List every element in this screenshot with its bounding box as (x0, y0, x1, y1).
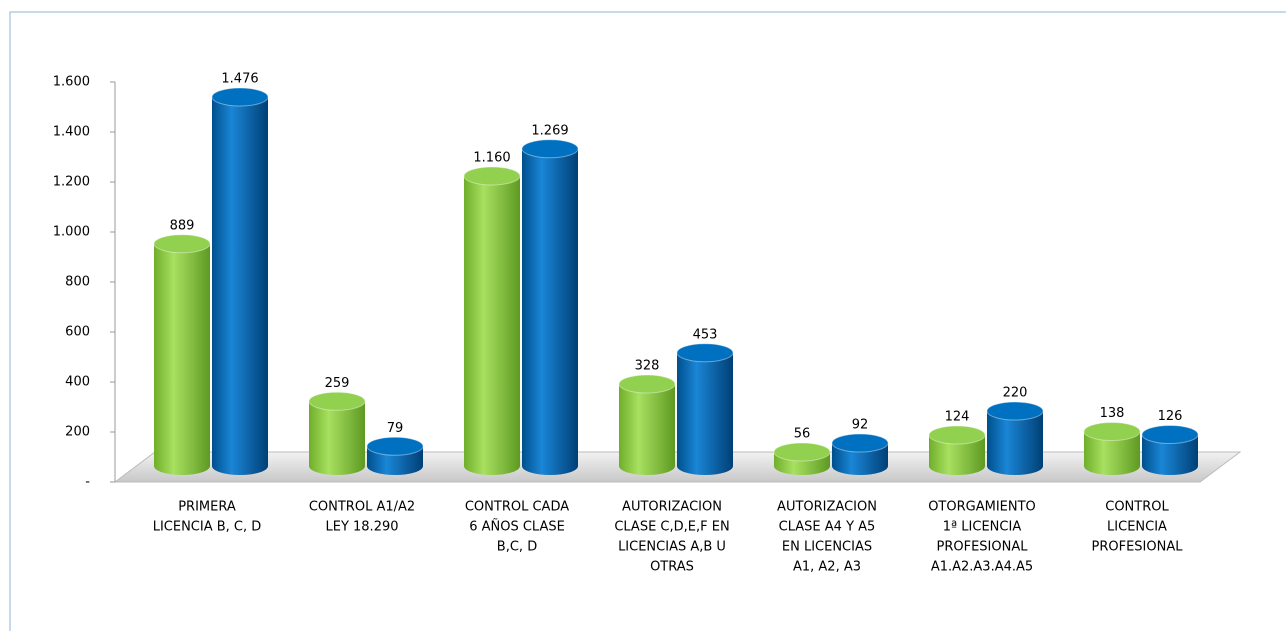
cylinder (618, 374, 676, 475)
cylinder (1141, 425, 1199, 475)
x-tick-label: PRIMERA (178, 500, 236, 515)
x-tick-label: AUTORIZACION (777, 500, 877, 515)
x-tick-label: A1, A2, A3 (793, 560, 861, 575)
cylinder (773, 442, 831, 475)
value-label: 328 (635, 359, 660, 374)
x-tick-label: LICENCIA B, C, D (153, 520, 262, 535)
x-tick-label: CLASE A4 Y A5 (779, 520, 876, 535)
x-tick-label: CONTROL CADA (465, 500, 569, 515)
cylinder-top (463, 166, 521, 186)
x-tick-label: PROFESIONAL (937, 540, 1029, 555)
x-tick-label: PROFESIONAL (1092, 540, 1184, 555)
cylinder-top (211, 87, 269, 107)
cylinder-body (677, 352, 733, 466)
cylinder (986, 401, 1044, 475)
y-tick-label: 600 (65, 325, 90, 340)
x-tick-label: LICENCIA (1107, 520, 1167, 535)
y-tick-label: 200 (65, 425, 90, 440)
x-tick-label: A1.A2.A3.A4.A5 (931, 560, 1033, 575)
cylinder-body (464, 176, 520, 466)
x-tick-label: CLASE C,D,E,F EN (614, 520, 729, 535)
value-label: 138 (1100, 406, 1125, 421)
value-label: 124 (945, 410, 970, 425)
cylinder (308, 391, 366, 475)
value-label: 259 (325, 376, 350, 391)
cylinder-top (1141, 425, 1199, 444)
y-tick-label: 1.600 (53, 75, 90, 90)
x-tick-label: B,C, D (497, 540, 537, 555)
x-tick-label: 6 AÑOS CLASE (469, 519, 565, 535)
cylinder-top (521, 139, 579, 159)
value-label: 220 (1003, 386, 1028, 401)
y-tick-label: 400 (65, 375, 90, 390)
value-label: 453 (693, 327, 718, 342)
cylinder (153, 234, 211, 475)
cylinder (831, 433, 889, 475)
cylinder-body (309, 401, 365, 466)
value-label: 79 (387, 421, 404, 436)
cylinder-body (987, 411, 1043, 466)
cylinder (1083, 422, 1141, 475)
x-tick-label: EN LICENCIAS (782, 540, 872, 555)
cylinder-top (618, 374, 676, 394)
cylinder-body (619, 384, 675, 466)
cylinder-body (212, 97, 268, 466)
y-tick-label: 800 (65, 275, 90, 290)
cylinder (928, 425, 986, 475)
x-tick-label: OTORGAMIENTO (928, 500, 1036, 515)
value-label: 1.269 (531, 123, 568, 138)
y-tick-label: - (85, 475, 90, 490)
cylinder-top (308, 391, 366, 411)
cylinder (676, 343, 734, 475)
frame (9, 11, 1286, 631)
x-tick-label: LEY 18.290 (325, 520, 398, 535)
value-label: 56 (794, 427, 811, 442)
value-label: 92 (852, 418, 869, 433)
value-label: 889 (170, 218, 195, 233)
cylinder-top (831, 433, 889, 453)
y-tick-label: 1.000 (53, 225, 90, 240)
value-label: 1.476 (221, 72, 258, 87)
cylinder-top (366, 436, 424, 456)
x-tick-label: LICENCIAS A,B U (618, 540, 726, 555)
cylinder-top (928, 425, 986, 445)
value-label: 126 (1158, 409, 1183, 424)
cylinder-top (986, 401, 1044, 421)
cylinder (211, 87, 269, 475)
x-tick-label: AUTORIZACION (622, 500, 722, 515)
cylinder-top (676, 343, 734, 363)
x-tick-label: 1ª LICENCIA (943, 520, 1022, 535)
x-tick-label: OTRAS (650, 560, 694, 575)
cylinder-body (154, 243, 210, 466)
cylinder (521, 139, 579, 475)
cylinder (366, 436, 424, 475)
cylinder-body (522, 148, 578, 466)
x-tick-label: CONTROL A1/A2 (309, 500, 415, 515)
cylinder-top (153, 234, 211, 254)
cylinder-top (1083, 422, 1141, 441)
cylinder (463, 166, 521, 475)
y-tick-label: 1.400 (53, 125, 90, 140)
cylinder-top (773, 442, 831, 462)
x-tick-label: CONTROL (1105, 500, 1169, 515)
value-label: 1.160 (473, 151, 510, 166)
y-tick-label: 1.200 (53, 175, 90, 190)
